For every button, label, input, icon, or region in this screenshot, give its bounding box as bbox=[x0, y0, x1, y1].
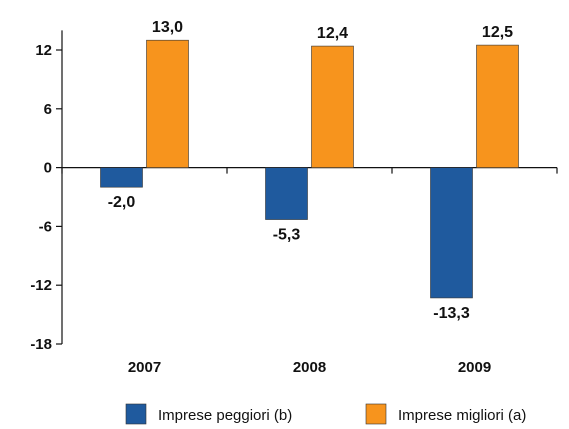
bar-peggiori-2007 bbox=[100, 167, 143, 188]
y-tick-label: 6 bbox=[44, 101, 52, 118]
y-tick-label: -12 bbox=[30, 277, 52, 294]
value-label: 13,0 bbox=[152, 19, 183, 36]
y-tick-label: -6 bbox=[39, 218, 52, 235]
bar-migliori-2009 bbox=[476, 44, 519, 168]
value-label: -2,0 bbox=[108, 194, 136, 211]
x-axis: 2007 2008 2009 bbox=[61, 167, 558, 376]
x-tick-label: 2008 bbox=[293, 359, 326, 376]
value-labels: -2,0 13,0 -5,3 12,4 -13,3 12,5 bbox=[108, 19, 513, 322]
bar-peggiori-2009 bbox=[430, 167, 473, 299]
x-tick-label: 2009 bbox=[458, 359, 491, 376]
value-label: -5,3 bbox=[273, 227, 301, 244]
legend: Imprese peggiori (b) Imprese migliori (a) bbox=[125, 403, 526, 425]
legend-swatch bbox=[365, 403, 387, 425]
bar-migliori-2007 bbox=[146, 39, 189, 168]
value-label: 12,5 bbox=[482, 24, 513, 41]
value-label: 12,4 bbox=[317, 25, 348, 42]
legend-label: Imprese peggiori (b) bbox=[158, 407, 292, 424]
y-tick-label: 0 bbox=[44, 160, 52, 177]
value-label: -13,3 bbox=[433, 305, 470, 322]
y-axis: 12 6 0 -6 -12 -18 bbox=[30, 30, 63, 353]
bar-migliori-2008 bbox=[311, 45, 354, 168]
x-tick-label: 2007 bbox=[128, 359, 161, 376]
y-tick-label: 12 bbox=[35, 42, 52, 59]
legend-swatch bbox=[125, 403, 147, 425]
legend-label: Imprese migliori (a) bbox=[398, 407, 526, 424]
bar-peggiori-2008 bbox=[265, 167, 308, 220]
bars bbox=[100, 39, 519, 299]
y-tick-label: -18 bbox=[30, 336, 52, 353]
